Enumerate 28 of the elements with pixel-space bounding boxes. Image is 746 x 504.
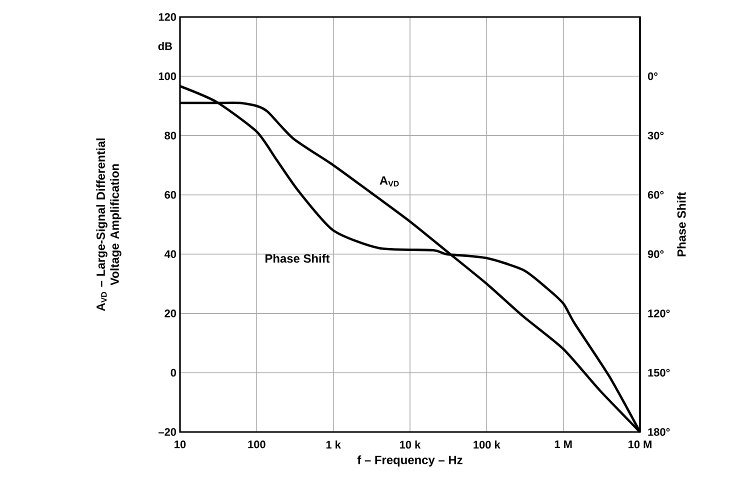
y2-tick-label: 180° — [648, 428, 670, 436]
y-tick-label: –20 — [158, 428, 176, 436]
x-tick-label: 10 M — [628, 440, 652, 448]
y2-tick-label: 30° — [648, 132, 664, 140]
x-tick-label: 1 k — [326, 440, 341, 448]
text: dB — [158, 42, 172, 50]
x-tick-label: 10 k — [400, 440, 421, 449]
y2-tick-label: 0° — [648, 72, 658, 80]
x-tick-label: 100 k — [474, 440, 500, 449]
y2-tick-label: 60° — [648, 190, 664, 199]
y-tick-label: 120 — [158, 13, 176, 21]
y-tick-label: 0 — [170, 368, 176, 377]
y-tick-label: 60 — [164, 190, 176, 199]
x-axis-title: f – Frequency – Hz — [357, 455, 462, 467]
y-axis-title: A$_{VD}$ – Large-Signal Differential Voltage Amplification — [96, 138, 122, 312]
y2-tick-label: 120° — [648, 310, 670, 318]
y-tick-label: 100 — [158, 72, 176, 80]
y2-axis-title: Phase Shift — [677, 192, 686, 256]
y-tick-label: 40 — [164, 250, 176, 258]
x-tick-label: 10 — [174, 440, 186, 448]
y2-tick-label: 90° — [648, 250, 664, 258]
x-tick-label: 100 — [248, 440, 266, 448]
series-label: Phase Shift — [266, 254, 330, 263]
y2-tick-label: 150° — [648, 368, 670, 377]
y-tick-label: 20 — [164, 310, 176, 318]
series-label: A$_{VD}$ — [380, 176, 399, 186]
x-tick-label: 1 M — [554, 440, 572, 448]
y-tick-label: 80 — [164, 132, 176, 140]
